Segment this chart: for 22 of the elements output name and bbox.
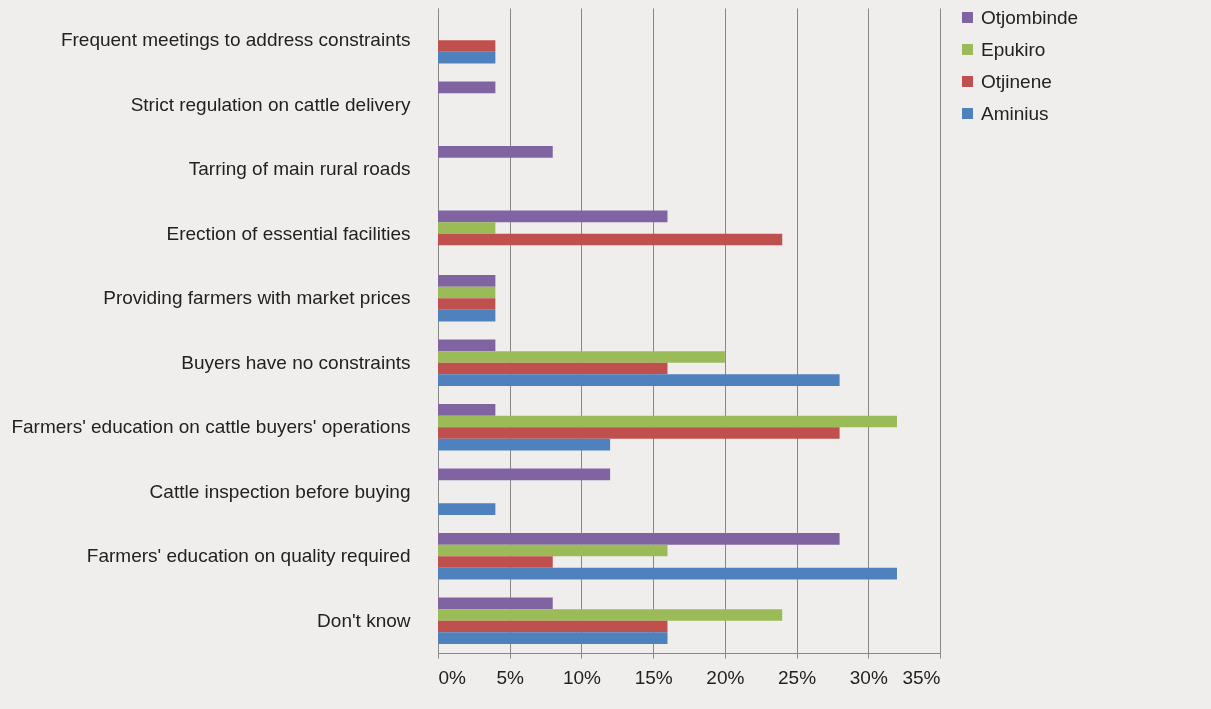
x-tick-label: 10%: [562, 666, 602, 688]
y-tick-label: Erection of essential facilities: [166, 222, 411, 244]
y-tick-label: Don't know: [317, 609, 411, 631]
y-tick-label: Farmers' education on quality required: [86, 545, 411, 567]
x-tick-label: 30%: [849, 666, 888, 688]
x-tick-label: 20%: [706, 666, 745, 688]
y-tick-label: Strict regulation on cattle delivery: [130, 93, 411, 115]
x-tick-label: 25%: [778, 666, 817, 688]
y-tick-label: Tarring of main rural roads: [188, 158, 411, 180]
legend-label: Otjinene: [981, 70, 1052, 92]
x-tick-label: 0%: [438, 666, 467, 688]
y-tick-label: Cattle inspection before buying: [149, 480, 411, 502]
legend-label: Otjombinde: [981, 6, 1079, 28]
legend-label: Epukiro: [981, 38, 1046, 60]
y-tick-label: Frequent meetings to address constraints: [60, 29, 411, 51]
y-tick-label: Buyers have no constraints: [181, 351, 411, 373]
y-tick-label: Farmers' education on cattle buyers' operations: [11, 416, 411, 438]
x-tick-label: 15%: [634, 666, 673, 688]
x-tick-label: 35%: [902, 666, 941, 688]
legend-label: Aminius: [981, 102, 1049, 124]
x-tick-label: 5%: [496, 666, 525, 688]
y-tick-label: Providing farmers with market prices: [103, 287, 411, 309]
